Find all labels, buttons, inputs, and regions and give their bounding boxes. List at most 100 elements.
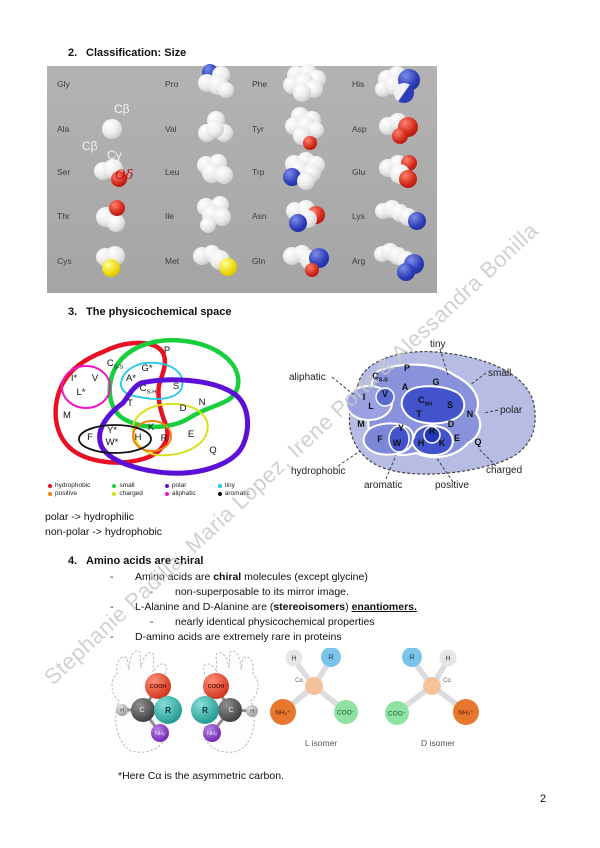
section-2-title: Classification: Size	[86, 47, 187, 59]
section-4-heading: 4. Amino acids are chiral	[68, 555, 203, 567]
legend-dot	[217, 483, 222, 488]
venn-letter: N	[199, 397, 206, 408]
amino-acid-label: Gln	[252, 256, 266, 266]
venn-letter: K	[439, 438, 446, 448]
leader-lines	[331, 348, 499, 483]
venn-letter: Q	[474, 437, 481, 447]
legend-item: small	[112, 482, 143, 489]
molecule-sphere	[305, 263, 319, 277]
amino-acid-label: Lys	[352, 211, 365, 221]
molecule-sphere	[392, 128, 408, 144]
venn-letter: V	[92, 373, 99, 384]
section-2-number: 2.	[68, 47, 78, 59]
legend-column: hydrophobic positive	[48, 482, 90, 497]
l-isomer: H R Cα NH₃⁺ COO⁻ L isomer	[270, 648, 358, 748]
venn-letter: M	[63, 410, 71, 421]
right-hand-molecule: COOH C R NH₂ H	[191, 673, 258, 742]
venn-region-label: charged	[486, 465, 522, 476]
venn-letter: P	[164, 345, 170, 356]
venn-aliphatic-outline	[61, 365, 111, 409]
legend-label: small	[119, 482, 135, 489]
venn-letter: N	[467, 409, 474, 419]
legend-dot	[112, 491, 117, 496]
venn-letter: L*	[77, 387, 86, 398]
molecule-sphere	[394, 83, 414, 103]
molecule-sphere	[283, 168, 301, 186]
note-polar: polar -> hydrophilic	[45, 511, 135, 523]
svg-text:COOH: COOH	[208, 684, 225, 690]
bullet-marker: -	[150, 586, 154, 598]
venn-letter: G*	[141, 363, 152, 374]
venn-region-label: aromatic	[364, 480, 402, 491]
venn-letter: W*	[106, 437, 119, 448]
bullet-marker: -	[110, 631, 114, 643]
molecule-sphere	[218, 82, 234, 98]
svg-text:Cα: Cα	[295, 678, 303, 684]
venn-letter: H	[418, 438, 425, 448]
svg-text:NH₃⁺: NH₃⁺	[275, 710, 291, 717]
bullet-line: - nearly identical physicochemical proper…	[45, 615, 525, 630]
molecule-sphere	[215, 166, 233, 184]
venn-region-label: small	[488, 368, 511, 379]
venn-letter: K	[148, 422, 155, 433]
molecule-sphere	[397, 263, 415, 281]
molecule-sphere	[111, 171, 127, 187]
venn-region-label: hydrophobic	[291, 466, 345, 477]
blob-v	[375, 387, 395, 407]
molecule-sphere	[107, 214, 125, 232]
molecule-sphere	[293, 84, 311, 102]
svg-text:NH₃⁺: NH₃⁺	[458, 710, 474, 717]
legend-label: polar	[171, 482, 187, 489]
section-3-number: 3.	[68, 306, 78, 318]
isomer-diagrams: H R Cα NH₃⁺ COO⁻ L isomer R H Cα COO⁻ NH…	[270, 648, 479, 748]
venn-tiny-outline	[120, 361, 184, 400]
venn-letter: D	[448, 419, 455, 429]
venn-letter: T	[416, 409, 422, 419]
legend-dot	[164, 483, 169, 488]
venn-letter: F	[377, 434, 383, 444]
venn-small-outline	[107, 337, 241, 429]
section-4-title: Amino acids are chiral	[86, 555, 204, 567]
legend-item: tiny	[217, 482, 250, 489]
venn-letter: I*	[71, 373, 78, 384]
venn-letter: T	[127, 398, 133, 409]
amino-acid-label: His	[352, 79, 365, 89]
amino-acid-label: Thr	[57, 211, 70, 221]
venn-letter: A*	[126, 373, 136, 384]
venn-region-label: tiny	[430, 339, 446, 350]
venn-letter: E	[454, 433, 460, 443]
venn-positive-outline	[132, 420, 172, 452]
atom-annotation: Cβ	[114, 102, 130, 116]
legend-dot	[217, 491, 222, 496]
molecule-sphere	[408, 212, 426, 230]
svg-text:NH₂: NH₂	[207, 731, 217, 737]
legend-label: charged	[119, 490, 143, 497]
svg-text:D isomer: D isomer	[421, 738, 455, 748]
svg-text:H: H	[120, 708, 124, 714]
blob-dark-center	[400, 385, 466, 425]
bullet-text: D-amino acids are extremely rare in prot…	[135, 631, 342, 643]
section-3-title: The physicochemical space	[86, 306, 232, 318]
legend-dot	[164, 491, 169, 496]
venn-letter: F	[87, 432, 93, 443]
venn-letter: R	[429, 426, 436, 436]
section-4-number: 4.	[68, 555, 78, 567]
venn-letter: Q	[209, 445, 216, 456]
bullet-marker: -	[150, 616, 154, 628]
page-number: 2	[540, 793, 547, 805]
amino-acid-label: Asp	[352, 124, 367, 134]
molecule-sphere	[206, 120, 224, 138]
venn-polar-outline	[97, 377, 251, 476]
venn-region-label: polar	[500, 405, 523, 416]
legend-label: aliphatic	[171, 490, 196, 497]
venn-region-label: positive	[435, 480, 469, 491]
legend-item: aromatic	[217, 490, 250, 497]
legend-column: polar aliphatic	[164, 482, 196, 497]
venn-letter: L	[368, 401, 374, 411]
legend-label: tiny	[224, 482, 235, 489]
venn-letter: V	[382, 389, 388, 399]
section-3-heading: 3. The physicochemical space	[68, 306, 232, 318]
molecule-sphere	[109, 200, 125, 216]
